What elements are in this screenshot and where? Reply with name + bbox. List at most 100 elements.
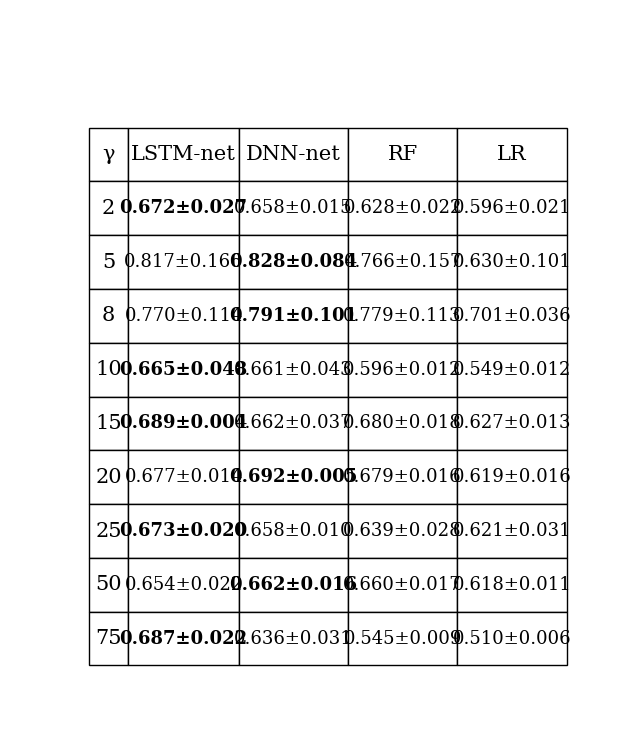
Bar	[89, 289, 128, 342]
Text: 0.779±0.113: 0.779±0.113	[343, 307, 462, 325]
Bar	[239, 342, 348, 397]
Bar	[457, 397, 567, 451]
Text: RF: RF	[387, 145, 418, 164]
Text: 0.621±0.031: 0.621±0.031	[452, 522, 572, 540]
Bar	[348, 558, 457, 612]
Text: 0.791±0.101: 0.791±0.101	[230, 307, 358, 325]
Text: 0.658±0.010: 0.658±0.010	[234, 522, 353, 540]
Text: 0.828±0.084: 0.828±0.084	[230, 253, 358, 271]
Bar	[89, 397, 128, 451]
Bar	[348, 397, 457, 451]
Bar	[457, 558, 567, 612]
Text: 5: 5	[102, 252, 115, 272]
Bar	[89, 612, 128, 665]
Text: 0.658±0.015: 0.658±0.015	[234, 199, 353, 217]
Text: 0.689±0.004: 0.689±0.004	[120, 415, 248, 433]
Bar	[89, 128, 128, 182]
Text: 0.692±0.005: 0.692±0.005	[229, 469, 358, 486]
Text: 0.770±0.114: 0.770±0.114	[124, 307, 243, 325]
Bar	[89, 182, 128, 235]
Text: 0.596±0.021: 0.596±0.021	[453, 199, 572, 217]
Bar	[348, 289, 457, 342]
Text: 0.687±0.022: 0.687±0.022	[120, 629, 248, 647]
Text: 0.654±0.022: 0.654±0.022	[124, 576, 243, 594]
Bar	[239, 128, 348, 182]
Text: 25: 25	[95, 521, 122, 541]
Bar	[128, 397, 239, 451]
Bar	[128, 504, 239, 558]
Text: 8: 8	[102, 306, 115, 325]
Text: 0.680±0.018: 0.680±0.018	[343, 415, 462, 433]
Bar	[128, 558, 239, 612]
Text: 0.766±0.157: 0.766±0.157	[344, 253, 462, 271]
Text: 0.596±0.012: 0.596±0.012	[343, 360, 462, 379]
Bar	[239, 182, 348, 235]
Text: 0.672±0.027: 0.672±0.027	[120, 199, 248, 217]
Bar	[239, 289, 348, 342]
Text: 0.619±0.016: 0.619±0.016	[452, 469, 572, 486]
Bar	[348, 235, 457, 289]
Bar	[348, 504, 457, 558]
Bar	[128, 342, 239, 397]
Text: 15: 15	[95, 414, 122, 433]
Bar	[457, 342, 567, 397]
Bar	[89, 451, 128, 504]
Text: 0.639±0.028: 0.639±0.028	[343, 522, 462, 540]
Bar	[348, 451, 457, 504]
Bar	[128, 182, 239, 235]
Bar	[239, 612, 348, 665]
Text: 50: 50	[95, 575, 122, 594]
Text: 0.817±0.166: 0.817±0.166	[124, 253, 243, 271]
Bar	[348, 612, 457, 665]
Bar	[348, 128, 457, 182]
Text: 10: 10	[95, 360, 122, 379]
Bar	[239, 451, 348, 504]
Bar	[457, 128, 567, 182]
Text: 0.510±0.006: 0.510±0.006	[452, 629, 572, 647]
Bar	[348, 182, 457, 235]
Bar	[239, 558, 348, 612]
Text: 0.545±0.009: 0.545±0.009	[344, 629, 462, 647]
Text: 0.662±0.037: 0.662±0.037	[234, 415, 353, 433]
Bar	[89, 342, 128, 397]
Bar	[128, 128, 239, 182]
Text: 0.636±0.031: 0.636±0.031	[234, 629, 353, 647]
Bar	[89, 558, 128, 612]
Text: 0.660±0.017: 0.660±0.017	[343, 576, 462, 594]
Text: 20: 20	[95, 468, 122, 487]
Bar	[239, 235, 348, 289]
Text: 0.673±0.020: 0.673±0.020	[120, 522, 248, 540]
Bar	[457, 504, 567, 558]
Text: 0.627±0.013: 0.627±0.013	[453, 415, 572, 433]
Text: 0.630±0.101: 0.630±0.101	[452, 253, 572, 271]
Bar	[89, 504, 128, 558]
Text: 75: 75	[95, 629, 122, 648]
Text: 0.677±0.014: 0.677±0.014	[124, 469, 243, 486]
Bar	[128, 612, 239, 665]
Bar	[239, 504, 348, 558]
Text: 0.679±0.016: 0.679±0.016	[343, 469, 462, 486]
Bar	[457, 612, 567, 665]
Text: DNN-net: DNN-net	[246, 145, 341, 164]
Text: 0.628±0.022: 0.628±0.022	[344, 199, 462, 217]
Bar	[89, 235, 128, 289]
Text: 0.661±0.043: 0.661±0.043	[234, 360, 353, 379]
Bar	[457, 182, 567, 235]
Bar	[348, 342, 457, 397]
Bar	[239, 397, 348, 451]
Text: 0.662±0.016: 0.662±0.016	[230, 576, 358, 594]
Bar	[457, 451, 567, 504]
Text: 0.701±0.036: 0.701±0.036	[452, 307, 572, 325]
Text: γ: γ	[102, 145, 115, 164]
Bar	[128, 451, 239, 504]
Bar	[128, 235, 239, 289]
Bar	[457, 235, 567, 289]
Bar	[457, 289, 567, 342]
Text: LR: LR	[497, 145, 527, 164]
Text: 0.549±0.012: 0.549±0.012	[453, 360, 572, 379]
Text: 2: 2	[102, 199, 115, 218]
Text: 0.618±0.011: 0.618±0.011	[452, 576, 572, 594]
Text: 0.665±0.048: 0.665±0.048	[120, 360, 248, 379]
Text: LSTM-net: LSTM-net	[131, 145, 236, 164]
Bar	[128, 289, 239, 342]
